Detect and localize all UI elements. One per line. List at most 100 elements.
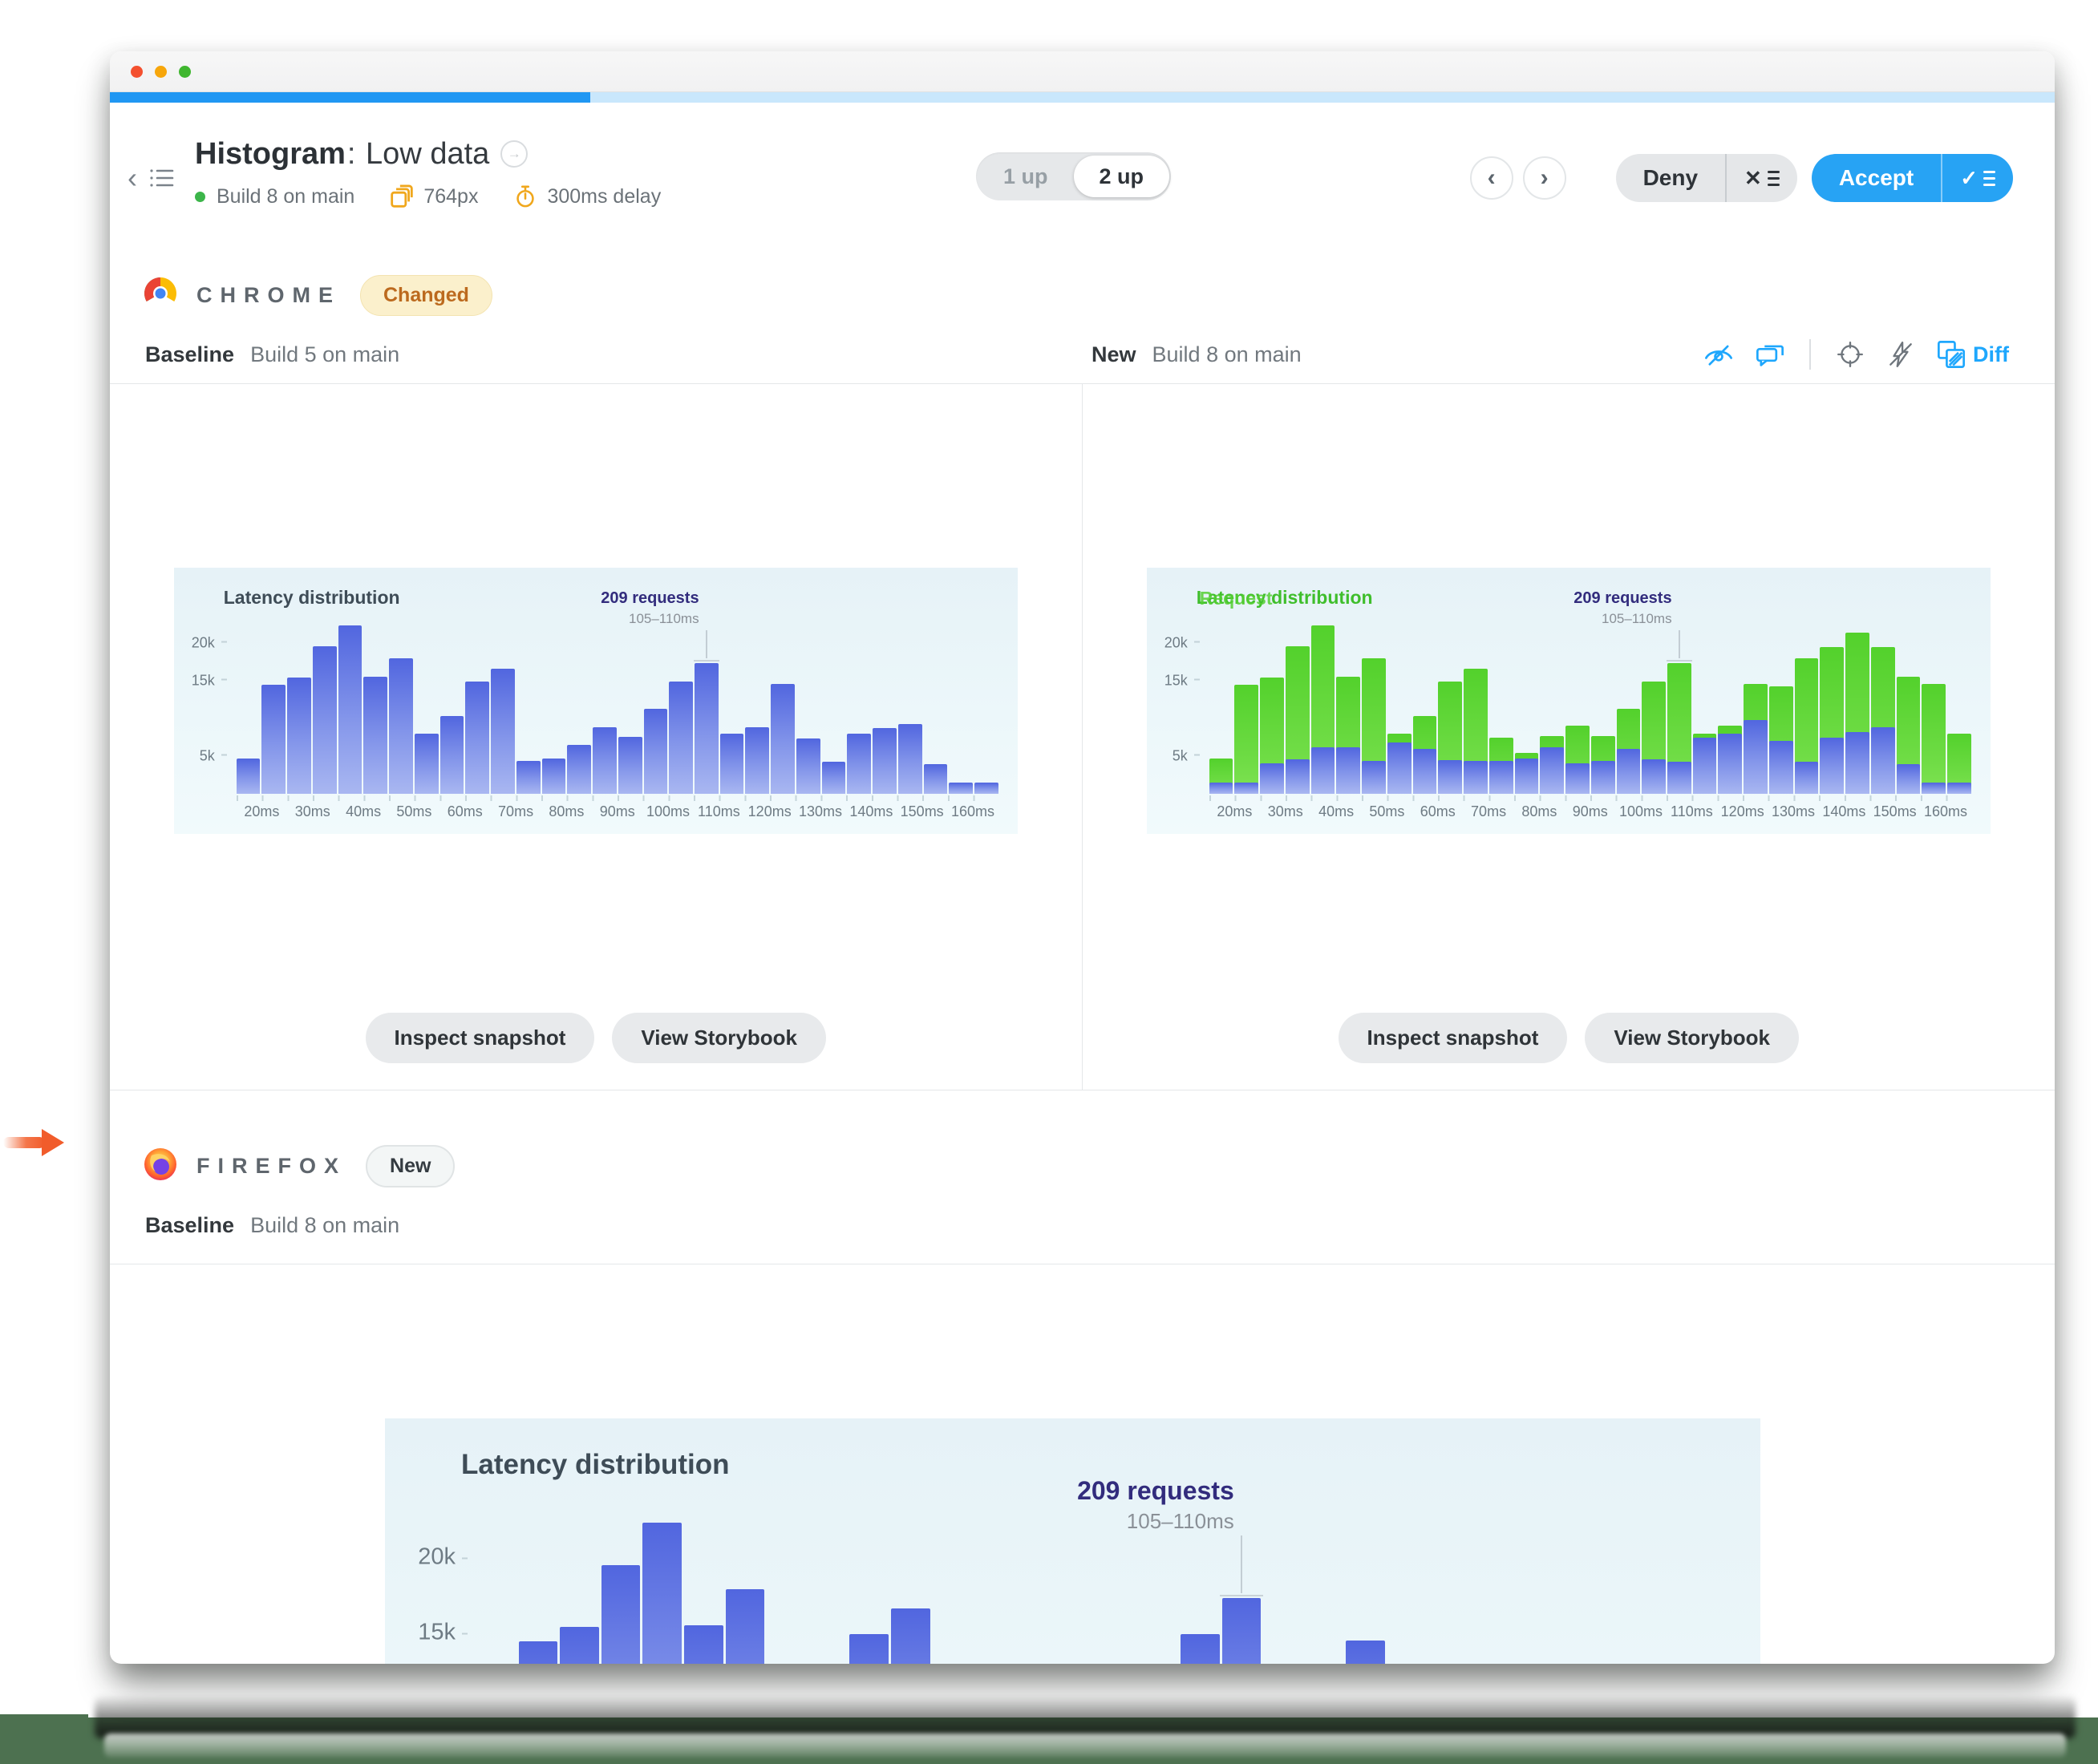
histogram-bar [719,733,744,794]
x-axis-tick-label: 120ms [1720,803,1764,819]
baseline-label: Baseline [145,1212,235,1237]
x-axis-tick-label: 80ms [549,803,585,819]
histogram-bar [491,668,515,794]
deny-batch-button[interactable]: ✕ [1725,154,1797,202]
histogram-bar [725,1588,765,1664]
previous-change-button[interactable]: ‹ [1469,156,1513,200]
x-axis-tick-label: 160ms [950,803,995,819]
histogram-bar [516,760,541,794]
browser-name-chrome: CHROME [196,282,341,307]
histogram-bar [1794,761,1819,794]
desktop-ground-corner [0,1714,88,1764]
check-icon: ✓ [1960,165,1978,190]
highlight-off-icon[interactable] [1886,340,1915,369]
diff-toggle-button[interactable]: Diff [1936,339,2009,370]
deny-button[interactable]: Deny [1616,154,1725,202]
one-up-toggle[interactable]: 1 up [978,156,1074,197]
window-drop-shadow [95,1697,2076,1738]
deny-split-button: Deny ✕ [1615,154,1797,202]
x-axis-tick-label: 70ms [1471,803,1507,819]
histogram-bar [683,1624,723,1664]
annotation-value: 209 requests [1077,1476,1234,1505]
bars-layer-blue [477,1497,1716,1664]
baseline-snapshot[interactable]: Latency distribution 5k 15k 20k 209 requests… [173,568,1018,834]
y-axis-tick-label: 5k [1173,747,1200,764]
batch-list-icon [1767,170,1780,186]
histogram-bar [1260,763,1284,794]
histogram-bar [1514,758,1539,794]
x-axis-tick-label: 90ms [1572,803,1608,819]
review-progress-fill [110,92,590,103]
x-axis-tick-label: 100ms [1619,803,1663,819]
histogram-bar [1768,741,1793,794]
x-axis-tick-label: 140ms [849,803,893,819]
back-button[interactable]: ‹ [128,161,137,194]
comments-icon[interactable] [1755,341,1785,368]
x-axis-tick-label: 150ms [1873,803,1917,819]
y-axis-tick-label: 15k [1164,672,1200,689]
x-axis-tick-marks [236,795,998,801]
histogram-bar [1221,1597,1262,1664]
annotation-pointer-cap [1219,1594,1263,1596]
build-status-dot [195,191,205,202]
view-storybook-button[interactable]: View Storybook [612,1013,826,1063]
histogram-bar [1310,746,1335,794]
annotation-range: 105–110ms [1126,1509,1234,1533]
chart-title: Latency Request distribution [1196,587,1373,609]
inspect-snapshot-button[interactable]: Inspect snapshot [365,1013,595,1063]
x-axis-tick-label: 160ms [1923,803,1968,819]
window-drop-shadow-glow [104,1734,2066,1758]
review-progress-bar [110,92,2055,103]
chart-annotation-text: 209 requests 105–110ms [1574,589,1671,627]
changed-badge: Changed [360,274,492,316]
histogram-bar [1209,782,1233,794]
maximize-window-button[interactable] [179,65,191,78]
accept-button[interactable]: Accept [1812,154,1941,202]
annotation-pointer-cap [1666,660,1692,662]
firefox-icon [144,1147,177,1185]
histogram-bar [974,782,998,794]
x-axis-tick-label: 40ms [1318,803,1355,819]
focus-icon[interactable] [1835,340,1865,369]
histogram-bar [1947,782,1971,794]
x-axis-tick-label: 60ms [447,803,483,819]
hide-baseline-icon[interactable] [1703,341,1734,368]
histogram-bar [1820,738,1845,794]
layout-toggle: 1 up 2 up [976,152,1172,200]
bars-layer-blue [1209,613,1971,794]
new-panel: Latency Request distribution 5k 15k 20k 209 r… [1083,384,2055,1090]
x-axis-tick-label: 70ms [498,803,534,819]
story-list-icon[interactable] [148,166,176,190]
pointer-arrow-tail [3,1137,45,1148]
x-axis-tick-label: 130ms [1772,803,1816,819]
histogram-bar [414,733,439,794]
histogram-bar [389,658,413,794]
view-storybook-button[interactable]: View Storybook [1585,1013,1799,1063]
toolbar-divider [1809,339,1812,370]
histogram-bar [1540,746,1565,794]
delay-label: 300ms delay [547,184,662,208]
accept-batch-button[interactable]: ✓ [1941,154,2013,202]
new-build: Build 8 on main [1152,342,1302,366]
firefox-section: FIREFOX New Baseline Build 8 on main Lat… [110,1135,2055,1664]
new-snapshot-diff[interactable]: Latency Request distribution 5k 15k 20k 209 r… [1146,568,1991,834]
two-up-toggle[interactable]: 2 up [1073,156,1170,197]
histogram-bar [669,681,693,794]
histogram-bar [601,1564,641,1664]
close-window-button[interactable] [131,65,143,78]
annotation-value: 209 requests [1574,589,1672,607]
histogram-bar [923,764,948,794]
inspect-snapshot-button[interactable]: Inspect snapshot [1338,1013,1568,1063]
baseline-label: Baseline [145,342,235,366]
chrome-section: CHROME Changed Baseline Build 5 on main … [110,265,2055,1090]
minimize-window-button[interactable] [155,65,167,78]
go-to-story-icon[interactable]: → [500,140,529,168]
histogram-bar [1181,1634,1220,1664]
histogram-bar [1438,759,1463,794]
next-change-button[interactable]: › [1522,156,1566,200]
x-axis-tick-label: 110ms [698,803,740,819]
